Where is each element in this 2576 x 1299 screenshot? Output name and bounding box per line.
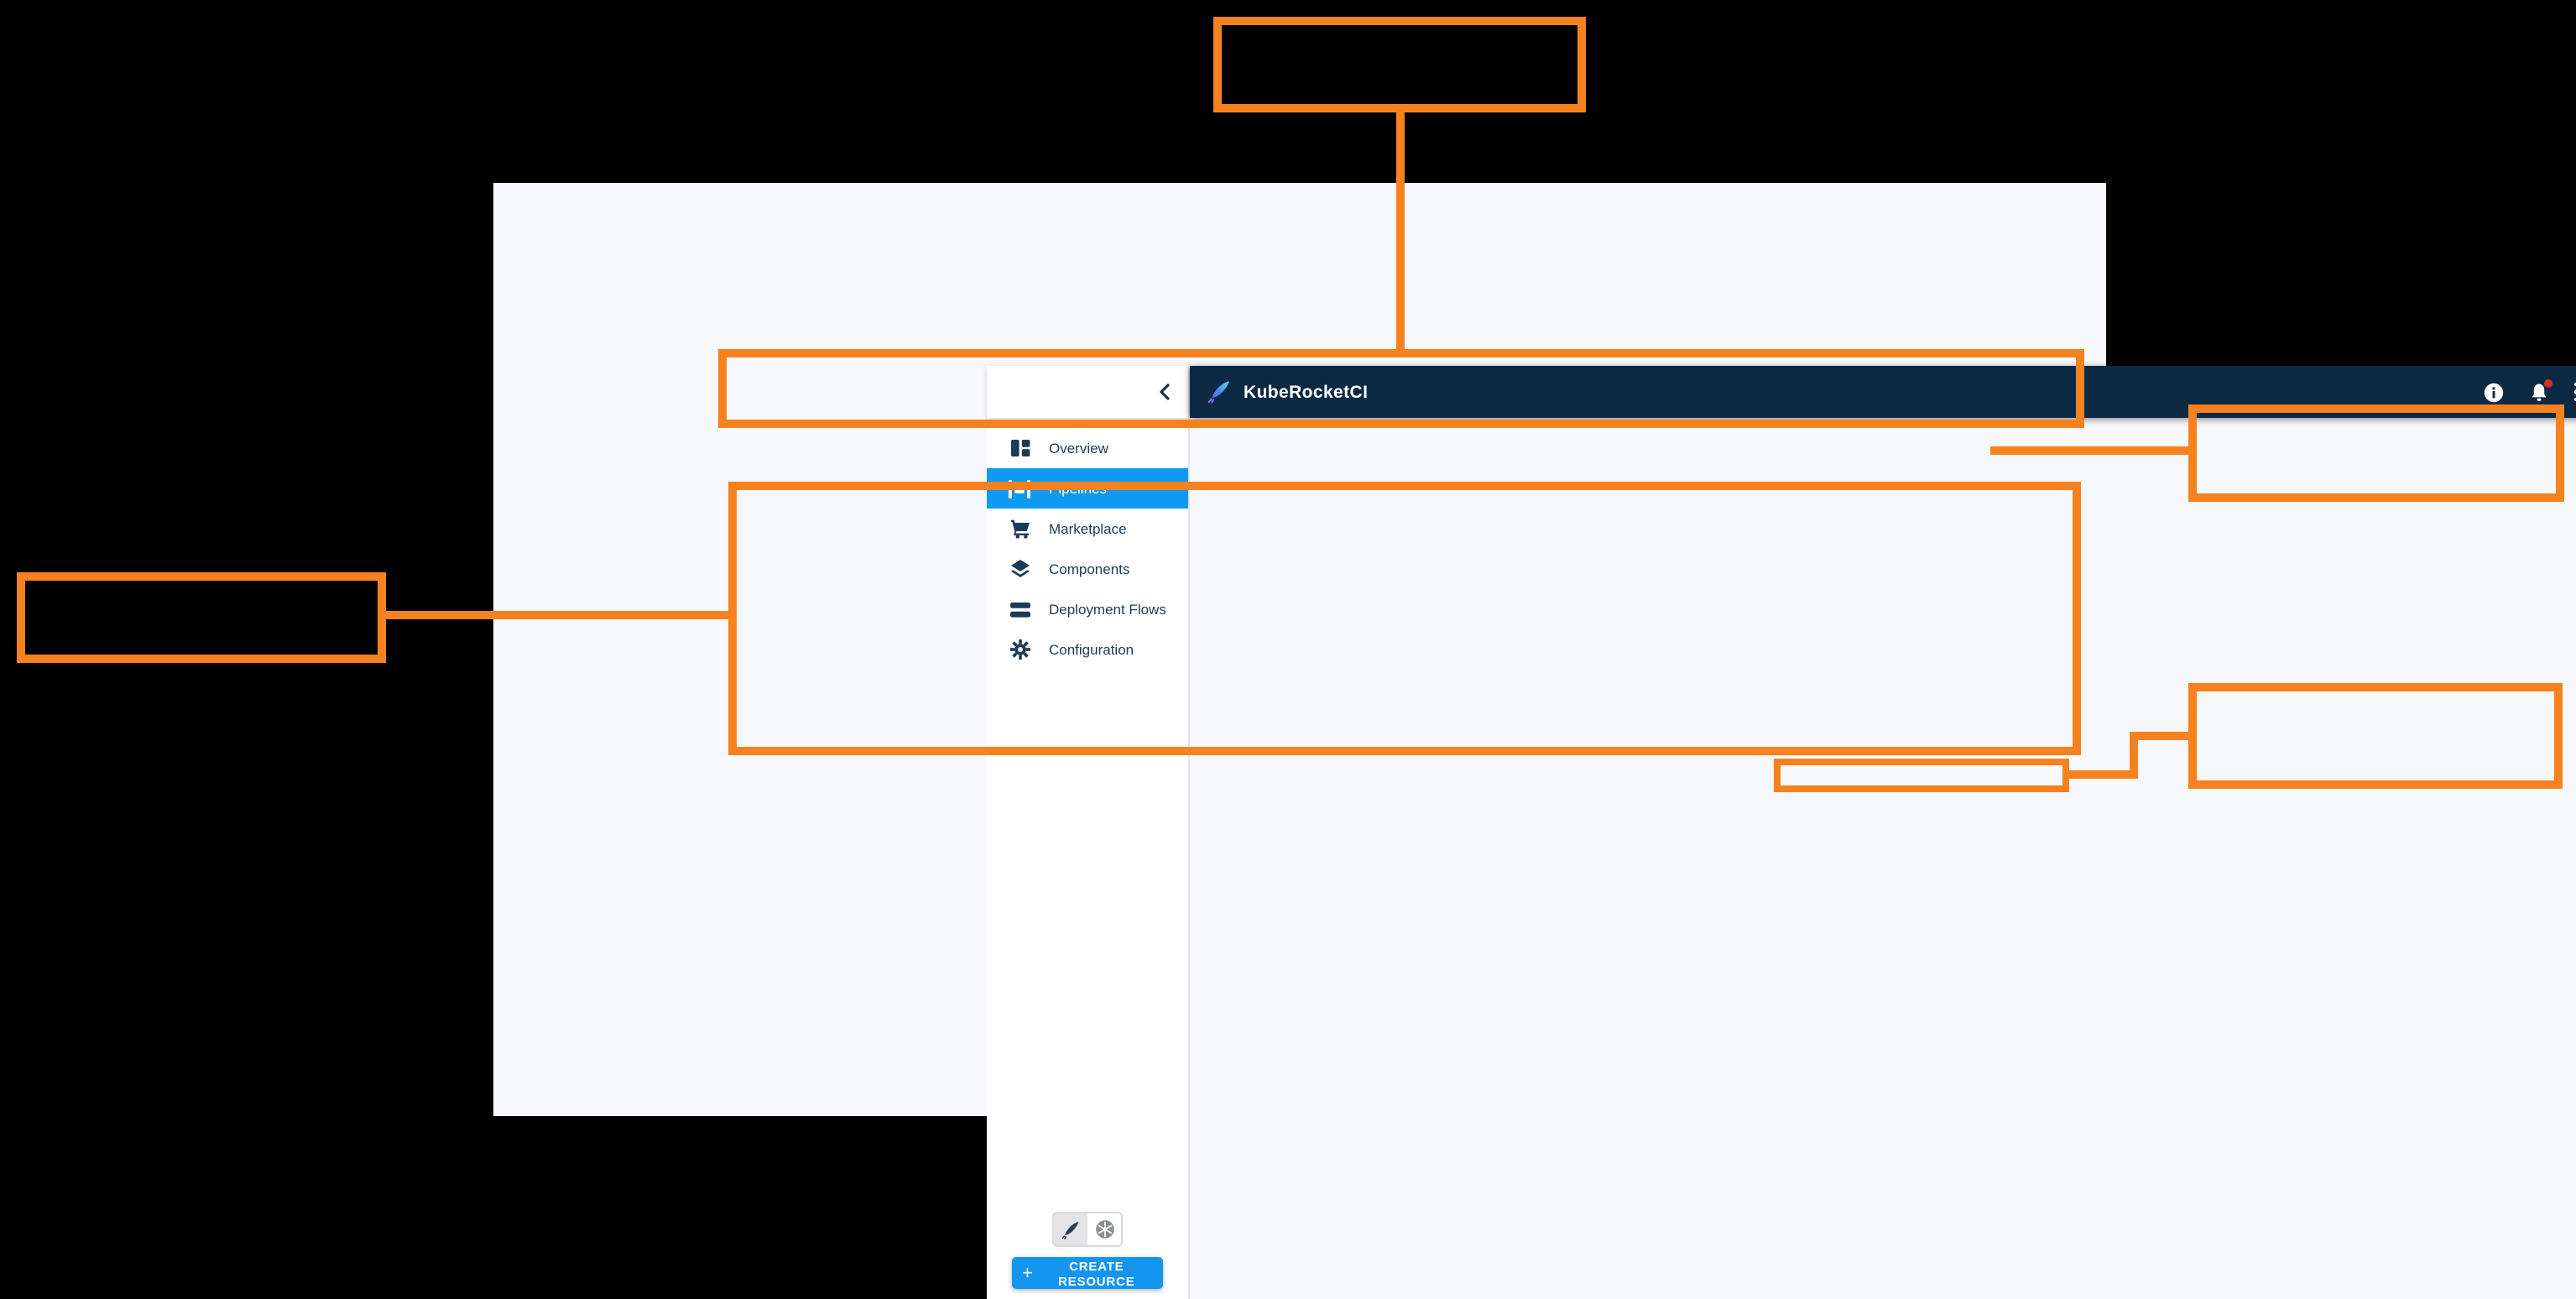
sidebar-item-label: Overview <box>1049 440 1108 456</box>
sidebar-item-label: Components <box>1049 561 1130 577</box>
sidebar-item-components[interactable]: Components <box>987 549 1188 589</box>
annotation-box-table-callout <box>17 572 386 663</box>
sidebar-item-label: Configuration <box>1049 641 1134 658</box>
header-menu-button[interactable] <box>2574 382 2576 402</box>
create-resource-label: CREATE RESOURCE <box>1058 1258 1135 1288</box>
sidebar-item-pipelines[interactable]: Pipelines <box>987 468 1188 509</box>
sidebar-item-label: Pipelines <box>1049 480 1107 497</box>
kubernetes-logo-toggle-button[interactable] <box>1087 1213 1121 1245</box>
theme-logo-toggle <box>1052 1212 1123 1247</box>
sidebar: Overview Pipelines Marketplace <box>987 366 1190 1299</box>
header-actions <box>2485 378 2576 402</box>
sidebar-nav: Overview Pipelines Marketplace <box>987 428 1188 670</box>
app-window: Overview Pipelines Marketplace <box>493 183 2576 1299</box>
sidebar-item-deployment-flows[interactable]: Deployment Flows <box>987 589 1188 629</box>
pipelines-icon <box>1009 479 1030 498</box>
sidebar-item-label: Deployment Flows <box>1049 601 1166 618</box>
kubernetes-wheel-icon <box>1095 1220 1113 1239</box>
app-header: KubeRocketCI <box>1190 366 2576 418</box>
krci-feather-icon <box>1061 1221 1079 1239</box>
app-title: KubeRocketCI <box>1244 382 1369 402</box>
notification-badge <box>2544 378 2553 387</box>
sidebar-header <box>987 366 1188 418</box>
sidebar-item-marketplace[interactable]: Marketplace <box>987 509 1188 549</box>
deployment-flows-icon <box>1009 602 1030 617</box>
overview-icon <box>1009 438 1030 458</box>
sidebar-item-label: Marketplace <box>1049 520 1127 537</box>
bell-icon <box>2532 383 2547 400</box>
sidebar-item-configuration[interactable]: Configuration <box>987 629 1188 670</box>
screenshot-stage: Overview Pipelines Marketplace <box>0 0 2576 1131</box>
main-content <box>1190 418 2576 1299</box>
sidebar-item-overview[interactable]: Overview <box>987 428 1188 468</box>
krci-logo-toggle-button[interactable] <box>1054 1213 1087 1245</box>
components-icon <box>1009 559 1030 579</box>
collapse-sidebar-icon[interactable] <box>1156 383 1173 401</box>
configuration-icon <box>1009 639 1030 660</box>
annotation-box-filters-callout <box>1213 17 1586 112</box>
info-icon[interactable] <box>2485 382 2505 402</box>
kuberocketci-logo-icon <box>1207 381 1230 404</box>
notifications-button[interactable] <box>2530 378 2553 402</box>
create-resource-button[interactable]: + CREATE RESOURCE <box>1012 1257 1163 1289</box>
marketplace-icon <box>1009 519 1030 539</box>
